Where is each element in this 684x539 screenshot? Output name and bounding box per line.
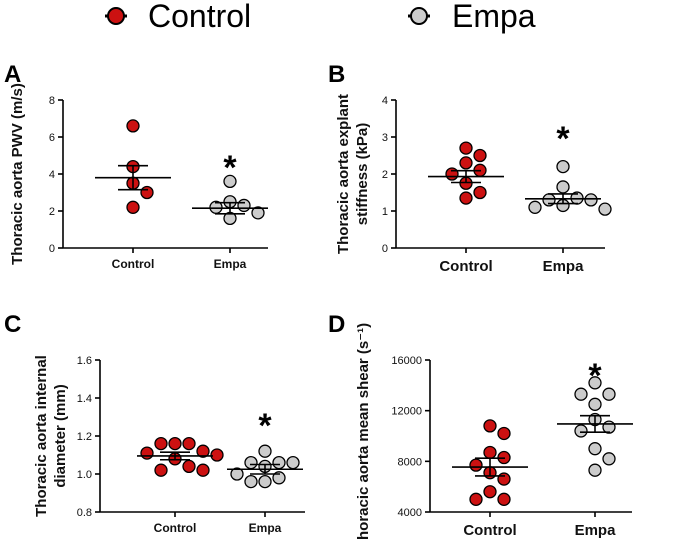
data-point-control xyxy=(182,436,196,451)
y-tick-label: 1.2 xyxy=(77,431,92,443)
data-point-control xyxy=(497,426,511,441)
y-axis-label: Thoracic aorta mean shear (s⁻¹) xyxy=(355,323,372,539)
y-tick-label: 2 xyxy=(49,206,55,218)
legend-empa-marker xyxy=(410,7,428,25)
data-point-control xyxy=(483,445,497,460)
y-axis-label: Thoracic aorta explant stiffness (kPa) xyxy=(335,94,371,254)
data-point-empa xyxy=(528,200,542,214)
data-point-empa xyxy=(258,474,272,489)
legend-empa-label: Empa xyxy=(452,0,536,34)
data-point-control xyxy=(182,459,196,474)
data-point-control xyxy=(196,463,210,477)
data-point-empa xyxy=(230,467,244,481)
y-axis-label: Thoracic aorta internal diameter (mm) xyxy=(33,355,69,517)
significance-asterisk: * xyxy=(588,357,602,395)
data-point-empa xyxy=(588,463,602,477)
y-tick-label: 1 xyxy=(382,206,388,218)
data-point-empa xyxy=(272,455,286,470)
y-tick-label: 2 xyxy=(382,169,388,181)
data-point-empa xyxy=(602,387,616,401)
significance-asterisk: * xyxy=(556,120,570,158)
data-point-control xyxy=(126,119,140,133)
y-tick-label: 16000 xyxy=(391,355,422,367)
data-point-control xyxy=(140,185,154,200)
data-point-empa xyxy=(556,159,570,174)
x-category-label: Empa xyxy=(214,257,247,271)
data-point-empa xyxy=(223,174,237,189)
panel-letter-c: C xyxy=(4,311,21,338)
data-point-control xyxy=(459,156,473,170)
data-point-control xyxy=(473,148,487,163)
data-point-control xyxy=(140,446,154,460)
data-point-empa xyxy=(556,180,570,194)
x-category-label: Control xyxy=(112,257,155,271)
data-point-control xyxy=(459,191,473,205)
legend-control-marker xyxy=(107,7,125,25)
legend: Control Empa xyxy=(105,0,536,34)
data-point-empa xyxy=(244,474,258,489)
data-point-empa xyxy=(237,198,251,213)
y-tick-label: 1.4 xyxy=(77,393,92,405)
data-point-control xyxy=(459,141,473,155)
y-tick-label: 12000 xyxy=(391,406,422,418)
data-point-control xyxy=(469,458,483,472)
data-point-empa xyxy=(251,206,265,220)
data-point-control xyxy=(483,419,497,433)
x-category-label: Control xyxy=(463,522,516,539)
y-tick-label: 8000 xyxy=(398,456,422,468)
x-category-label: Empa xyxy=(575,522,617,539)
panel-a-pwv-chart: 0 2 4 6 8 Control Empa Thoracic aorta PWV (m/s)… xyxy=(9,83,268,271)
x-category-label: Empa xyxy=(543,258,585,275)
data-point-control xyxy=(483,485,497,499)
data-point-empa xyxy=(602,420,616,434)
data-point-control xyxy=(168,436,182,451)
data-point-empa xyxy=(584,193,598,207)
panel-letter-a: A xyxy=(4,61,21,88)
data-point-empa xyxy=(286,455,300,470)
x-category-label: Empa xyxy=(249,521,282,535)
significance-asterisk: * xyxy=(223,149,237,187)
y-tick-label: 3 xyxy=(382,132,388,144)
data-point-empa xyxy=(598,202,612,216)
panel-letter-b: B xyxy=(328,61,345,88)
y-tick-label: 0.8 xyxy=(77,507,92,519)
panel-letter-d: D xyxy=(328,311,345,338)
data-point-control xyxy=(497,492,511,506)
x-category-label: Control xyxy=(154,521,197,535)
y-tick-label: 1.0 xyxy=(77,469,92,481)
panel-c-diameter-chart: 0.8 1.0 1.2 1.4 1.6 Control Empa Thoracic aorta… xyxy=(33,355,305,535)
data-point-empa xyxy=(258,444,272,458)
data-point-empa xyxy=(588,442,602,456)
y-axis-label: Thoracic aorta PWV (m/s) xyxy=(9,83,26,265)
data-point-control xyxy=(196,444,210,458)
data-point-empa xyxy=(588,376,602,390)
data-point-control xyxy=(154,463,168,477)
data-point-control xyxy=(445,167,459,181)
data-point-empa xyxy=(574,387,588,401)
data-point-control xyxy=(154,436,168,451)
data-point-control xyxy=(210,448,224,462)
significance-asterisk: * xyxy=(258,407,272,445)
data-point-control xyxy=(126,200,140,214)
data-point-control xyxy=(497,472,511,486)
y-tick-label: 8 xyxy=(49,95,55,107)
data-point-control xyxy=(469,492,483,506)
data-point-empa xyxy=(588,397,602,411)
y-tick-label: 6 xyxy=(49,132,55,144)
data-point-empa xyxy=(602,452,616,466)
data-point-empa xyxy=(244,455,258,470)
y-tick-label: 4 xyxy=(49,169,55,181)
y-tick-label: 0 xyxy=(49,243,55,255)
panel-b-stiffness-chart: 0 1 2 3 4 Control Empa Thoracic aorta explant st… xyxy=(335,94,612,275)
x-category-label: Control xyxy=(439,258,492,275)
y-tick-label: 1.6 xyxy=(77,355,92,367)
y-tick-label: 0 xyxy=(382,243,388,255)
data-point-control xyxy=(473,185,487,200)
data-point-empa xyxy=(574,424,588,438)
y-tick-label: 4000 xyxy=(398,507,422,519)
y-tick-label: 4 xyxy=(382,95,388,107)
panel-d-shear-chart: 4000 8000 12000 16000 Control Empa Thoracic ao… xyxy=(355,323,633,539)
legend-control-label: Control xyxy=(148,0,251,34)
